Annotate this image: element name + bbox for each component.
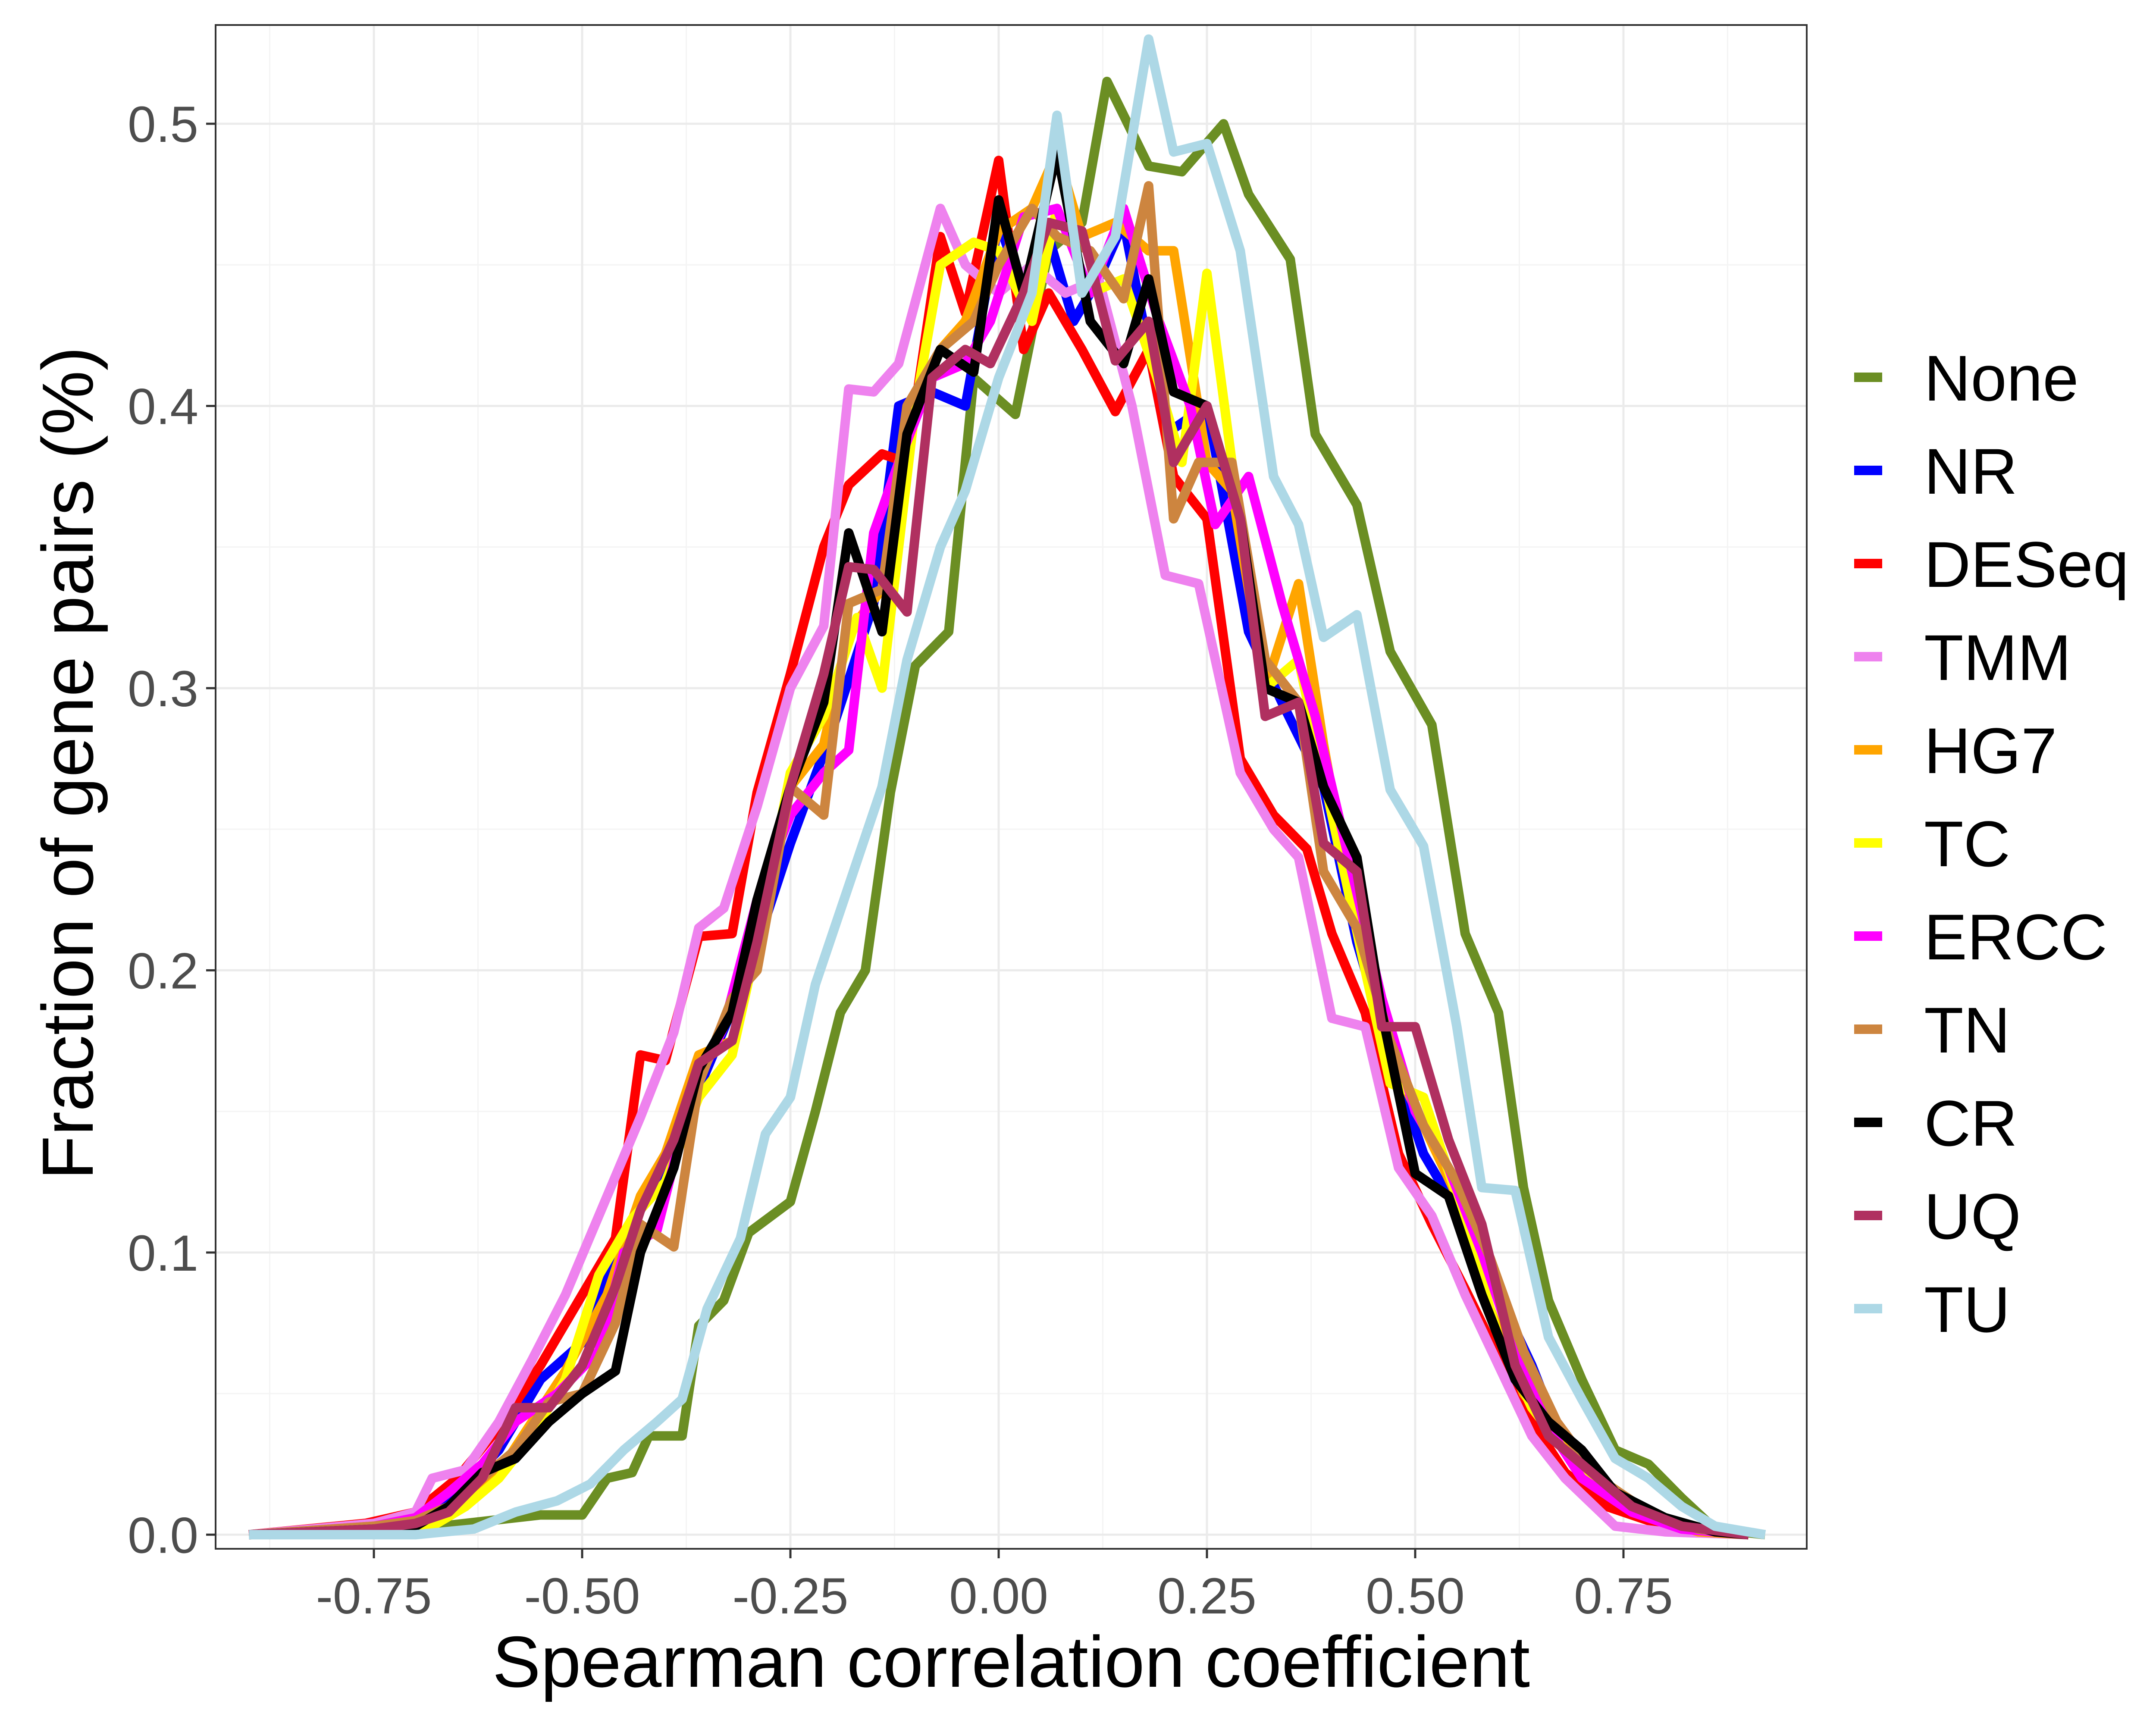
series-lines (248, 34, 1766, 1540)
x-axis-title: Spearman correlation coefficient (492, 1621, 1530, 1702)
series-line-tc (248, 204, 1749, 1540)
x-tick-label: 0.25 (1157, 1568, 1257, 1625)
legend-label-cr: CR (1924, 1087, 2018, 1159)
axes: -0.75 -0.50 -0.25 0.00 0.25 0.50 0.75 0.0 0.1 0.2… (128, 96, 1673, 1625)
series-line-tu (249, 34, 1766, 1540)
x-tick-label: 0.00 (949, 1568, 1048, 1625)
y-tick-label: 0.1 (128, 1225, 198, 1282)
legend-label-tmm: TMM (1924, 621, 2071, 694)
y-tick-label: 0.4 (128, 379, 198, 435)
legend-label-tu: TU (1924, 1273, 2010, 1346)
legend-label-nr: NR (1924, 435, 2018, 507)
legend: None NR DESeq TMM HG7 TC ERCC TN CR UQ TU (1854, 342, 2129, 1346)
legend-label-deseq: DESeq (1924, 528, 2129, 601)
y-tick-label: 0.0 (128, 1507, 198, 1564)
legend-label-hg7: HG7 (1924, 714, 2057, 787)
x-tick-label: -0.75 (316, 1568, 432, 1625)
x-tick-label: 0.75 (1574, 1568, 1673, 1625)
series-line-tn (248, 181, 1749, 1540)
legend-label-tc: TC (1924, 808, 2010, 880)
gridlines (216, 25, 1807, 1549)
x-tick-label: 0.50 (1366, 1568, 1465, 1625)
plot-panel-border (215, 24, 1808, 1550)
x-tick-label: -0.50 (524, 1568, 640, 1625)
y-axis-title: Fraction of gene pairs (%) (27, 347, 108, 1180)
series-line-uq (248, 218, 1749, 1540)
legend-label-ercc: ERCC (1924, 901, 2107, 973)
x-tick-label: -0.25 (733, 1568, 849, 1625)
legend-label-tn: TN (1924, 994, 2010, 1066)
legend-label-none: None (1924, 342, 2079, 414)
legend-label-uq: UQ (1924, 1180, 2021, 1253)
y-tick-label: 0.2 (128, 943, 198, 999)
y-tick-label: 0.3 (128, 661, 198, 717)
y-tick-label: 0.5 (128, 96, 198, 153)
